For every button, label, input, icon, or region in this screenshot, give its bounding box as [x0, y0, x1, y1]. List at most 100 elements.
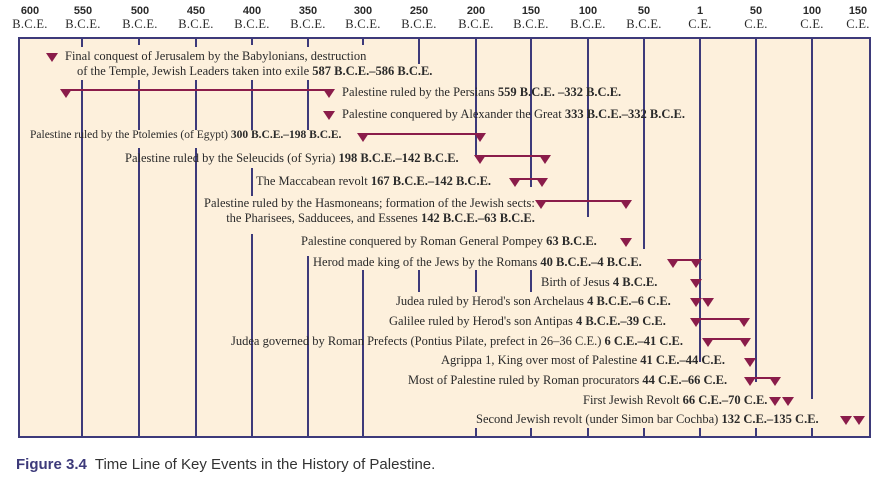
- event-herod-king: Herod made king of the Jews by the Roman…: [313, 255, 642, 269]
- gridline-250bce-lower: [418, 270, 420, 292]
- gridline-550bce: [81, 80, 83, 438]
- event-second-jewish-revolt: Second Jewish revolt (under Simon bar Co…: [476, 412, 819, 426]
- triangle-marker-icon: [744, 377, 756, 386]
- tick-mark: [643, 428, 645, 438]
- event-babylonian-conquest: Final conquest of Jerusalem by the Babyl…: [65, 49, 433, 78]
- gridline-50bce: [643, 37, 645, 249]
- axis-tick-label: 350 B.C.E.: [290, 5, 326, 31]
- axis-tick-label: 200 B.C.E.: [458, 5, 494, 31]
- gridline-1ce: [699, 37, 701, 362]
- duration-bar: [696, 318, 744, 320]
- gridline-200bce: [475, 37, 477, 157]
- triangle-marker-icon: [323, 111, 335, 120]
- triangle-marker-icon: [539, 155, 551, 164]
- tick-mark: [811, 428, 813, 438]
- event-archelaus: Judea ruled by Herod's son Archelaus 4 B…: [396, 294, 671, 308]
- triangle-marker-icon: [690, 259, 702, 268]
- triangle-marker-icon: [323, 89, 335, 98]
- triangle-marker-icon: [60, 89, 72, 98]
- caption-text: Time Line of Key Events in the History o…: [94, 456, 436, 473]
- tick-mark: [475, 428, 477, 438]
- event-roman-prefects: Judea governed by Roman Prefects (Pontiu…: [231, 334, 684, 348]
- gridline-50bce-mark: [643, 84, 645, 102]
- event-persian-rule: Palestine ruled by the Persians 559 B.C.…: [342, 85, 622, 99]
- tick-mark: [81, 37, 83, 47]
- axis-tick-label: 450 B.C.E.: [178, 5, 214, 31]
- gridline-100bce: [587, 37, 589, 217]
- event-seleucids: Palestine ruled by the Seleucids (of Syr…: [125, 151, 459, 165]
- triangle-marker-icon: [620, 238, 632, 247]
- triangle-marker-icon: [769, 377, 781, 386]
- event-alexander-conquest: Palestine conquered by Alexander the Gre…: [342, 107, 685, 121]
- event-hasmoneans: Palestine ruled by the Hasmoneans; forma…: [204, 196, 535, 225]
- axis-tick-label: 250 B.C.E.: [401, 5, 437, 31]
- duration-bar: [750, 377, 775, 379]
- figure-caption: Figure 3.4 Time Line of Key Events in the…: [16, 456, 435, 473]
- triangle-marker-icon: [535, 200, 547, 209]
- triangle-marker-icon: [509, 178, 521, 187]
- axis-tick-label: 400 B.C.E.: [234, 5, 270, 31]
- triangle-marker-icon: [702, 338, 714, 347]
- gridline-400bce: [251, 80, 253, 130]
- gridline-500bce: [138, 80, 140, 130]
- axis-tick-label: 50 C.E.: [744, 5, 768, 31]
- timeline-panel: [18, 37, 871, 438]
- gridline-350bce: [307, 80, 309, 130]
- tick-mark: [307, 37, 309, 47]
- duration-bar: [673, 259, 697, 261]
- duration-bar: [66, 89, 330, 91]
- gridline-200bce-lower: [475, 270, 477, 292]
- tick-mark: [755, 428, 757, 438]
- triangle-marker-icon: [46, 53, 58, 62]
- figure-number: Figure 3.4: [16, 456, 87, 473]
- event-ptolemies: Palestine ruled by the Ptolemies (of Egy…: [30, 129, 342, 141]
- triangle-marker-icon: [620, 200, 632, 209]
- triangle-marker-icon: [690, 298, 702, 307]
- triangle-marker-icon: [474, 155, 486, 164]
- axis-tick-label: 150 B.C.E.: [513, 5, 549, 31]
- duration-bar: [515, 178, 543, 180]
- event-first-jewish-revolt: First Jewish Revolt 66 C.E.–70 C.E.: [583, 393, 768, 407]
- axis-tick-label: 50 B.C.E.: [626, 5, 662, 31]
- gridline-350bce-lower: [307, 256, 309, 438]
- gridline-50ce: [755, 37, 757, 382]
- gridline-150bce-lower: [530, 270, 532, 292]
- triangle-marker-icon: [474, 133, 486, 142]
- event-roman-procurators: Most of Palestine ruled by Roman procura…: [408, 373, 728, 387]
- tick-mark: [587, 428, 589, 438]
- duration-bar: [541, 200, 627, 202]
- duration-bar: [480, 155, 544, 157]
- gridline-450bce: [195, 80, 197, 130]
- duration-bar: [363, 133, 480, 135]
- gridline-100ce: [811, 37, 813, 399]
- spacer: [587, 90, 589, 91]
- tick-mark: [362, 37, 364, 45]
- event-birth-of-jesus: Birth of Jesus 4 B.C.E.: [541, 275, 658, 289]
- triangle-marker-icon: [853, 416, 865, 425]
- axis-tick-label: 150 C.E.: [846, 5, 870, 31]
- axis-tick-label: 600 B.C.E.: [12, 5, 48, 31]
- triangle-marker-icon: [840, 416, 852, 425]
- gridline-400bce-mid: [251, 168, 253, 196]
- tick-mark: [138, 37, 140, 45]
- gridline-500bce-lower: [138, 148, 140, 438]
- axis-tick-label: 1 C.E.: [688, 5, 712, 31]
- triangle-marker-icon: [667, 259, 679, 268]
- event-antipas: Galilee ruled by Herod's son Antipas 4 B…: [389, 314, 666, 328]
- duration-bar: [708, 338, 745, 340]
- tick-mark: [251, 37, 253, 45]
- tick-mark: [418, 37, 420, 64]
- axis-tick-label: 100 B.C.E.: [570, 5, 606, 31]
- gridline-400bce-lower: [251, 234, 253, 438]
- tick-mark: [699, 428, 701, 438]
- triangle-marker-icon: [782, 397, 794, 406]
- event-pompey-conquest: Palestine conquered by Roman General Pom…: [301, 234, 597, 248]
- triangle-marker-icon: [744, 358, 756, 367]
- gridline-450bce-lower: [195, 148, 197, 438]
- axis-tick-label: 300 B.C.E.: [345, 5, 381, 31]
- triangle-marker-icon: [357, 133, 369, 142]
- triangle-marker-icon: [769, 397, 781, 406]
- axis-tick-label: 100 C.E.: [800, 5, 824, 31]
- event-maccabean-revolt: The Maccabean revolt 167 B.C.E.–142 B.C.…: [256, 174, 492, 188]
- tick-mark: [530, 428, 532, 438]
